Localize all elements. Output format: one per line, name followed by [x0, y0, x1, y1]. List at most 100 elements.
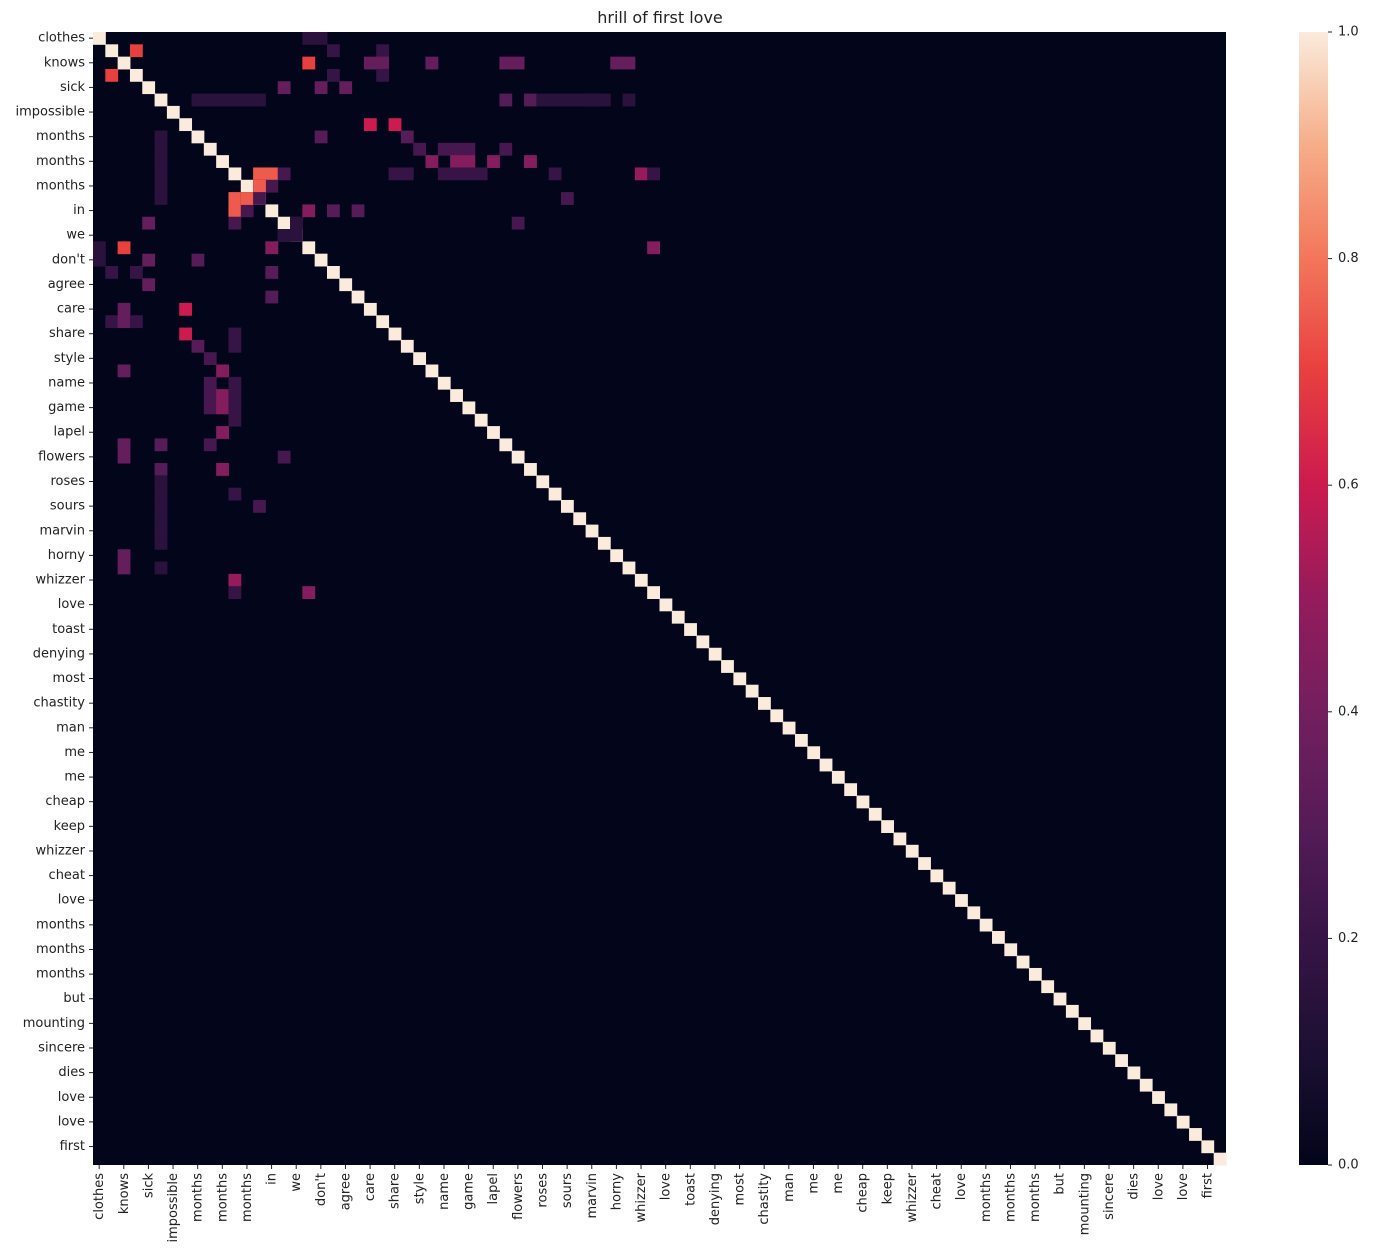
heatmap-cell — [302, 241, 316, 255]
heatmap-cell — [425, 155, 439, 168]
x-axis: clothes knows sick impossible months months mo… — [92, 1165, 1216, 1243]
heatmap-cell — [302, 56, 316, 70]
y-tick-label: months — [36, 967, 85, 982]
heatmap-cell — [610, 549, 624, 563]
heatmap-cell — [462, 401, 476, 415]
heatmap-cell — [240, 192, 254, 205]
heatmap-cell — [179, 302, 193, 316]
heatmap-cell — [339, 81, 353, 95]
heatmap-cell — [191, 130, 205, 144]
heatmap-cell — [277, 81, 291, 95]
x-tick-label: months — [1028, 1173, 1043, 1222]
heatmap-cell — [659, 598, 673, 612]
heatmap-cell — [154, 167, 168, 181]
heatmap-cell — [117, 364, 131, 378]
heatmap-cell — [560, 93, 574, 107]
heatmap-cell — [905, 844, 919, 858]
heatmap-cell — [290, 229, 303, 242]
heatmap-cell — [967, 906, 981, 920]
heatmap-cell — [154, 463, 168, 476]
y-tick-label: whizzer — [36, 843, 86, 858]
heatmap-cell — [203, 352, 217, 366]
x-tick-label: first — [1201, 1173, 1216, 1198]
heatmap-cell — [117, 450, 131, 464]
x-tick-label: months — [215, 1173, 230, 1222]
y-tick-label: love — [58, 597, 85, 612]
x-tick-label: sours — [560, 1173, 575, 1208]
heatmap-cell — [117, 438, 131, 452]
heatmap-cell — [918, 857, 931, 870]
heatmap-cell — [733, 672, 747, 686]
heatmap-cell — [671, 610, 685, 624]
heatmap-cell — [634, 573, 648, 587]
heatmap-cell — [499, 438, 513, 452]
colorbar: 0.0 0.2 0.4 0.6 0.8 1.0 — [1299, 25, 1359, 1173]
heatmap-cell — [228, 487, 242, 501]
y-tick-label: love — [58, 893, 85, 908]
heatmap-cell — [228, 327, 242, 341]
heatmap-cell — [450, 142, 463, 156]
heatmap-cell — [487, 155, 500, 168]
heatmap-cell — [1164, 1103, 1178, 1117]
x-tick-label: me — [806, 1173, 821, 1194]
y-tick-label: months — [36, 154, 85, 169]
heatmap-cell — [536, 93, 550, 107]
x-tick-label: cheat — [930, 1173, 945, 1209]
y-tick-label: impossible — [15, 105, 85, 120]
y-tick-label: lapel — [54, 425, 85, 440]
heatmap-cell — [154, 438, 168, 452]
x-tick-label: flowers — [511, 1173, 526, 1220]
heatmap-cell — [154, 192, 168, 205]
heatmap-cell — [511, 216, 525, 230]
chart-title: hrill of first love — [597, 8, 723, 27]
heatmap-cell — [228, 93, 242, 107]
heatmap-cell — [1127, 1066, 1141, 1080]
heatmap-cell — [536, 475, 550, 489]
heatmap-cell — [154, 475, 168, 489]
heatmap-cell — [437, 376, 451, 390]
heatmap-cell — [856, 795, 870, 809]
heatmap-cell — [240, 179, 254, 193]
x-tick-label: whizzer — [905, 1172, 920, 1222]
heatmap-cell — [203, 376, 217, 390]
y-tick-label: first — [60, 1139, 85, 1154]
heatmap-cell — [253, 179, 266, 193]
heatmap-cell — [117, 315, 131, 329]
x-tick-label: don't — [314, 1173, 329, 1206]
heatmap-cell — [450, 167, 463, 181]
x-tick-label: love — [954, 1173, 969, 1200]
heatmap-cell — [154, 512, 168, 526]
heatmap-cell — [437, 142, 451, 156]
heatmap-cell — [376, 44, 390, 58]
heatmap-cell — [499, 56, 513, 70]
heatmap-cell — [326, 44, 340, 58]
heatmap-cell — [1201, 1140, 1215, 1154]
heatmap-cell — [154, 536, 168, 550]
heatmap-cell — [142, 81, 156, 95]
x-tick-label: chastity — [757, 1173, 772, 1225]
x-tick-label: love — [659, 1173, 674, 1200]
heatmap-cell — [1102, 1041, 1116, 1055]
y-tick-label: most — [53, 671, 86, 686]
y-tick-label: denying — [33, 646, 85, 661]
heatmap-cell — [782, 721, 796, 735]
heatmap-cell — [499, 142, 513, 156]
heatmap-cell — [462, 155, 476, 168]
x-tick-label: in — [265, 1173, 280, 1185]
x-tick-label: roses — [536, 1173, 551, 1208]
y-tick-label: months — [36, 178, 85, 193]
colorbar-tick-label: 0.8 — [1338, 251, 1359, 266]
heatmap-cell — [376, 56, 390, 70]
y-tick-label: care — [57, 302, 85, 317]
heatmap-cell — [1065, 1004, 1079, 1018]
heatmap-cell — [1115, 1054, 1128, 1067]
heatmap-cell — [425, 364, 439, 378]
heatmap-cell — [203, 93, 217, 107]
heatmap-cell — [154, 561, 168, 575]
y-tick-label: sours — [50, 499, 85, 514]
heatmap-cell — [216, 463, 229, 476]
heatmap-cell — [351, 204, 365, 218]
y-tick-label: roses — [50, 474, 85, 489]
heatmap-cell — [622, 561, 636, 575]
heatmap-cell — [228, 401, 242, 415]
